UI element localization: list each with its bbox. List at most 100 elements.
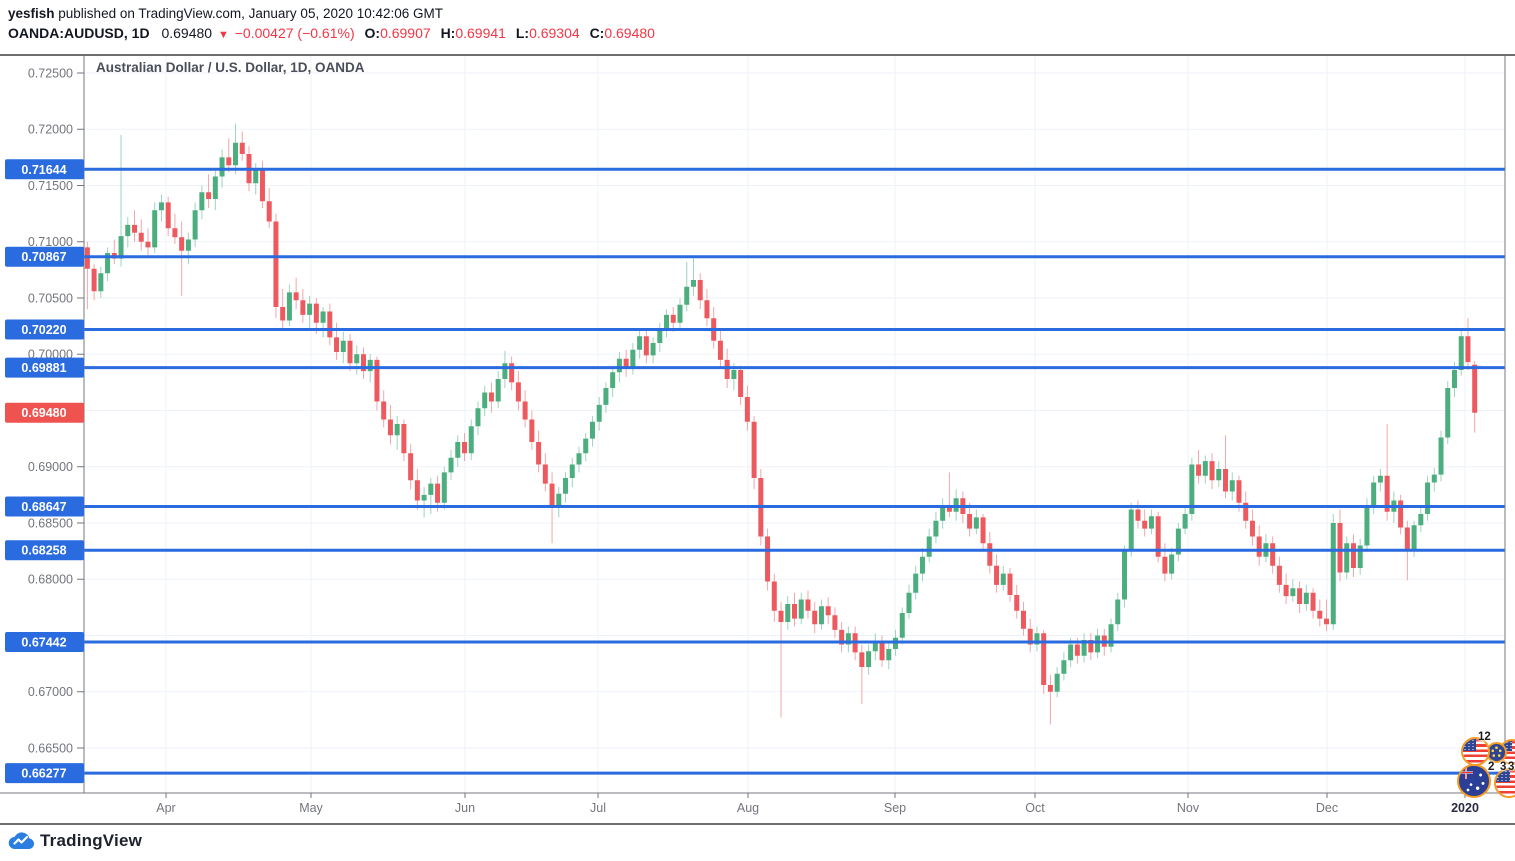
time-axis-label[interactable]: Jun (455, 801, 475, 815)
candle-body (1438, 437, 1444, 475)
candle-body (118, 236, 124, 259)
candle-body (973, 517, 979, 529)
candle-body (340, 340, 346, 352)
us-flag-icon[interactable] (1494, 768, 1515, 798)
candle-body (1425, 482, 1431, 514)
candle-body (670, 314, 676, 323)
candle-body (1324, 618, 1330, 625)
price-axis-label[interactable]: 0.70500 (28, 291, 73, 305)
time-axis-label[interactable]: Jul (590, 801, 606, 815)
candle-body (1034, 633, 1040, 645)
candle-body (1236, 480, 1242, 503)
candle-body (172, 228, 178, 238)
candle-body (1357, 545, 1363, 568)
candle-body (455, 441, 461, 458)
candle-body (1472, 364, 1478, 413)
time-axis-label[interactable]: Aug (737, 801, 759, 815)
price-axis-label[interactable]: 0.72000 (28, 123, 73, 137)
candle-body (616, 358, 622, 373)
byline-text: published on TradingView.com, January 05… (54, 6, 444, 21)
price-change: −0.00427 (−0.61%) (234, 25, 355, 41)
candle-body (293, 292, 299, 301)
chart-legend-title: Australian Dollar / U.S. Dollar, 1D, OAN… (96, 60, 365, 75)
candle-body (327, 311, 333, 338)
price-axis-label[interactable]: 0.72500 (28, 66, 73, 80)
time-axis-label[interactable]: 2020 (1451, 801, 1479, 815)
candle-body (307, 303, 313, 315)
candle-body (414, 480, 420, 501)
candle-body (428, 483, 434, 495)
candle-body (1350, 543, 1356, 568)
candle-body (394, 423, 400, 436)
time-axis-label[interactable]: Oct (1025, 801, 1045, 815)
candle-body (273, 221, 279, 307)
candle-body (1303, 592, 1309, 604)
high-label: H: (440, 25, 456, 41)
candle-body (374, 359, 380, 402)
time-axis-label[interactable]: May (299, 801, 323, 815)
candle-body (603, 387, 609, 405)
candle-body (536, 441, 542, 465)
candle-body (253, 169, 259, 184)
candle-body (637, 336, 643, 350)
candle-body (1007, 573, 1013, 595)
candle-body (630, 349, 636, 368)
candle-body (1418, 513, 1424, 526)
candle-body (132, 224, 138, 233)
price-axis-label[interactable]: 0.68000 (28, 573, 73, 587)
candle-body (731, 369, 737, 379)
candle-body (704, 300, 710, 319)
australia-flag-icon[interactable] (1457, 764, 1491, 798)
candle-body (987, 543, 993, 566)
event-count-badge: 3 (1508, 761, 1515, 773)
us-flag-canton (1501, 741, 1513, 752)
candle-body (462, 441, 468, 454)
candle-body (717, 340, 723, 360)
price-axis-label[interactable]: 0.67000 (28, 685, 73, 699)
candle-body (179, 237, 185, 251)
candle-body (839, 629, 845, 645)
candle-body (771, 581, 777, 611)
price-axis-badge-label: 0.68258 (21, 544, 66, 558)
candle-body (980, 517, 986, 544)
candle-body (1283, 584, 1289, 597)
candle-body (1344, 543, 1350, 573)
time-axis-label[interactable]: Sep (884, 801, 906, 815)
candle-body (1465, 336, 1471, 363)
candle-body (832, 615, 838, 630)
price-axis-label[interactable]: 0.66500 (28, 741, 73, 755)
low-label: L: (515, 25, 530, 41)
candle-body (1162, 556, 1168, 574)
candle-body (1243, 502, 1249, 521)
candle-body (778, 610, 784, 622)
price-axis-badge (5, 496, 84, 517)
candle-body (441, 472, 447, 503)
candle-body (98, 273, 104, 292)
candle-body (697, 279, 703, 301)
candle-body (1074, 644, 1080, 656)
price-axis-label[interactable]: 0.69000 (28, 460, 73, 474)
author-name: yesfish (8, 6, 55, 21)
candle-body (1364, 504, 1370, 546)
tradingview-logo[interactable]: TradingView (8, 830, 142, 852)
close-label: C: (589, 25, 605, 41)
time-axis-label[interactable]: Apr (156, 801, 175, 815)
low-value: 0.69304 (529, 25, 580, 41)
symbol-name: OANDA:AUDUSD, 1D (8, 25, 150, 41)
candle-body (724, 359, 730, 379)
price-axis-label[interactable]: 0.68500 (28, 516, 73, 530)
candle-body (919, 556, 925, 574)
candle-body (1068, 644, 1074, 661)
price-axis-label[interactable]: 0.71500 (28, 179, 73, 193)
time-axis-label[interactable]: Dec (1316, 801, 1338, 815)
candle-body (482, 392, 488, 409)
us-flag-icon[interactable] (1461, 737, 1490, 766)
price-axis-label[interactable]: 0.71000 (28, 235, 73, 249)
time-axis-label[interactable]: Nov (1177, 801, 1200, 815)
candle-body (529, 419, 535, 442)
candle-body (1081, 639, 1087, 656)
candle-body (381, 401, 387, 420)
candle-body (502, 363, 508, 379)
